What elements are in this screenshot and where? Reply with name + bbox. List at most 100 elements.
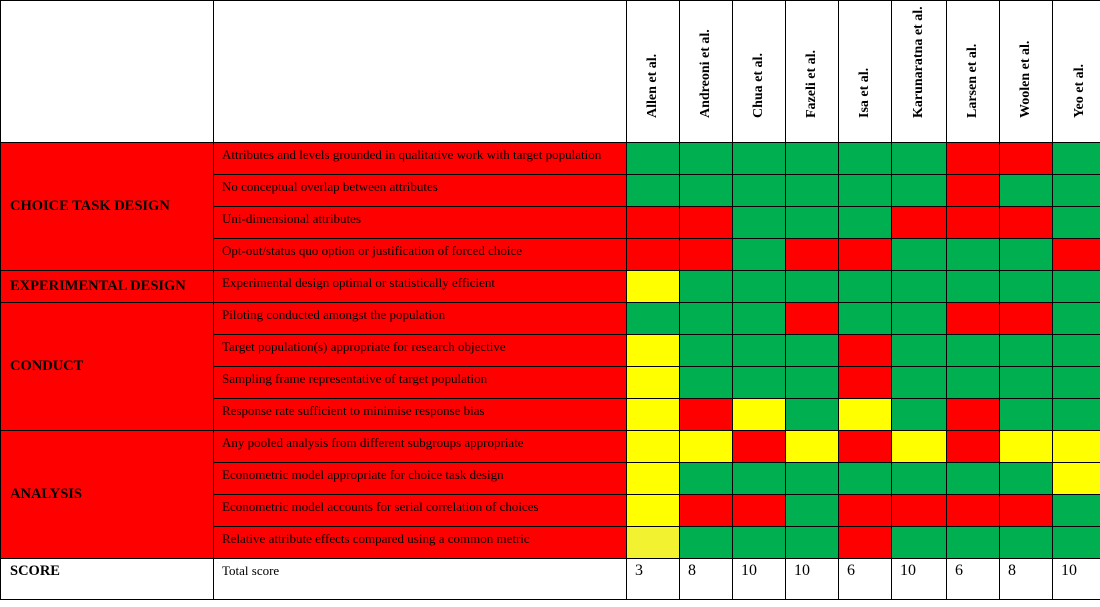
study-name: Allen et al. bbox=[645, 53, 660, 118]
rating-cell bbox=[679, 526, 733, 559]
total-score-label: Total score bbox=[213, 558, 627, 600]
rating-cell bbox=[999, 494, 1053, 527]
rating-cell bbox=[838, 366, 892, 399]
rating-cell bbox=[946, 334, 1000, 367]
rating-cell bbox=[1052, 430, 1100, 463]
rating-cell bbox=[785, 462, 839, 495]
rating-cell bbox=[999, 398, 1053, 431]
study-header: Larsen et al. bbox=[946, 0, 1000, 143]
rating-cell bbox=[785, 174, 839, 207]
score-value: 10 bbox=[785, 558, 839, 600]
rating-cell bbox=[626, 366, 680, 399]
rating-cell bbox=[999, 206, 1053, 239]
score-value: 10 bbox=[1052, 558, 1100, 600]
rating-cell bbox=[679, 238, 733, 271]
rating-cell bbox=[732, 302, 786, 335]
rating-cell bbox=[732, 270, 786, 303]
criterion-label: Piloting conducted amongst the populatio… bbox=[213, 302, 627, 335]
rating-cell bbox=[999, 142, 1053, 175]
rating-cell bbox=[1052, 334, 1100, 367]
rating-cell bbox=[891, 494, 947, 527]
header-row: Allen et al. Andreoni et al. Chua et al.… bbox=[0, 0, 1100, 143]
rating-cell bbox=[626, 206, 680, 239]
rating-cell bbox=[946, 238, 1000, 271]
criterion-row: EXPERIMENTAL DESIGN Experimental design o… bbox=[0, 270, 1100, 303]
rating-cell bbox=[785, 142, 839, 175]
score-value: 6 bbox=[838, 558, 892, 600]
header-blank-category bbox=[0, 0, 214, 143]
study-header: Karunaratna et al. bbox=[891, 0, 947, 143]
rating-cell bbox=[838, 142, 892, 175]
criterion-label: Opt-out/status quo option or justificati… bbox=[213, 238, 627, 271]
rating-cell bbox=[785, 302, 839, 335]
rating-cell bbox=[785, 238, 839, 271]
rating-cell bbox=[891, 526, 947, 559]
rating-cell bbox=[946, 206, 1000, 239]
study-header: Isa et al. bbox=[838, 0, 892, 143]
rating-cell bbox=[999, 238, 1053, 271]
rating-cell bbox=[626, 302, 680, 335]
score-row: SCORE Total score 3 8 10 10 6 10 6 8 10 bbox=[0, 558, 1100, 600]
study-name: Woolen et al. bbox=[1018, 40, 1033, 118]
score-value: 8 bbox=[999, 558, 1053, 600]
header-blank-criteria bbox=[213, 0, 627, 143]
rating-cell bbox=[1052, 206, 1100, 239]
rating-cell bbox=[626, 430, 680, 463]
rating-cell bbox=[838, 270, 892, 303]
rating-cell bbox=[946, 398, 1000, 431]
rating-cell bbox=[732, 334, 786, 367]
rating-cell bbox=[838, 174, 892, 207]
criterion-row: Uni-dimensional attributes bbox=[0, 206, 1100, 239]
criterion-label: Relative attribute effects compared usin… bbox=[213, 526, 627, 559]
rating-cell bbox=[891, 238, 947, 271]
category-label: ANALYSIS bbox=[0, 430, 214, 559]
rating-cell bbox=[679, 270, 733, 303]
criterion-label: Sampling frame representative of target … bbox=[213, 366, 627, 399]
score-value: 8 bbox=[679, 558, 733, 600]
rating-cell bbox=[891, 302, 947, 335]
rating-cell bbox=[785, 366, 839, 399]
rating-cell bbox=[999, 526, 1053, 559]
score-value: 10 bbox=[732, 558, 786, 600]
rating-cell bbox=[838, 334, 892, 367]
criterion-label: Econometric model appropriate for choice… bbox=[213, 462, 627, 495]
rating-cell bbox=[626, 270, 680, 303]
criterion-label: Any pooled analysis from different subgr… bbox=[213, 430, 627, 463]
rating-cell bbox=[679, 494, 733, 527]
rating-cell bbox=[732, 462, 786, 495]
criterion-label: Experimental design optimal or statistic… bbox=[213, 270, 627, 303]
rating-cell bbox=[732, 238, 786, 271]
rating-cell bbox=[946, 526, 1000, 559]
category-label: EXPERIMENTAL DESIGN bbox=[0, 270, 214, 303]
study-name: Karunaratna et al. bbox=[911, 6, 926, 118]
rating-cell bbox=[999, 174, 1053, 207]
rating-cell bbox=[1052, 398, 1100, 431]
study-header: Andreoni et al. bbox=[679, 0, 733, 143]
rating-cell bbox=[732, 206, 786, 239]
rating-cell bbox=[626, 174, 680, 207]
criterion-row: CONDUCT Piloting conducted amongst the po… bbox=[0, 302, 1100, 431]
rating-cell bbox=[1052, 142, 1100, 175]
criterion-row: CHOICE TASK DESIGN Attributes and levels … bbox=[0, 142, 1100, 271]
criterion-label: Attributes and levels grounded in qualit… bbox=[213, 142, 627, 175]
rating-cell bbox=[679, 430, 733, 463]
rating-cell bbox=[679, 366, 733, 399]
rating-cell bbox=[891, 174, 947, 207]
study-header: Fazeli et al. bbox=[785, 0, 839, 143]
rating-cell bbox=[785, 206, 839, 239]
study-header: Yeo et al. bbox=[1052, 0, 1100, 143]
rating-cell bbox=[999, 366, 1053, 399]
rating-cell bbox=[891, 366, 947, 399]
category-label: CHOICE TASK DESIGN bbox=[0, 142, 214, 271]
rating-cell bbox=[1052, 174, 1100, 207]
rating-cell bbox=[999, 270, 1053, 303]
score-value: 3 bbox=[626, 558, 680, 600]
rating-cell bbox=[679, 174, 733, 207]
rating-cell bbox=[732, 366, 786, 399]
rating-cell bbox=[626, 526, 680, 559]
rating-cell bbox=[1052, 366, 1100, 399]
rating-cell bbox=[1052, 238, 1100, 271]
rating-cell bbox=[785, 430, 839, 463]
rating-cell bbox=[1052, 462, 1100, 495]
